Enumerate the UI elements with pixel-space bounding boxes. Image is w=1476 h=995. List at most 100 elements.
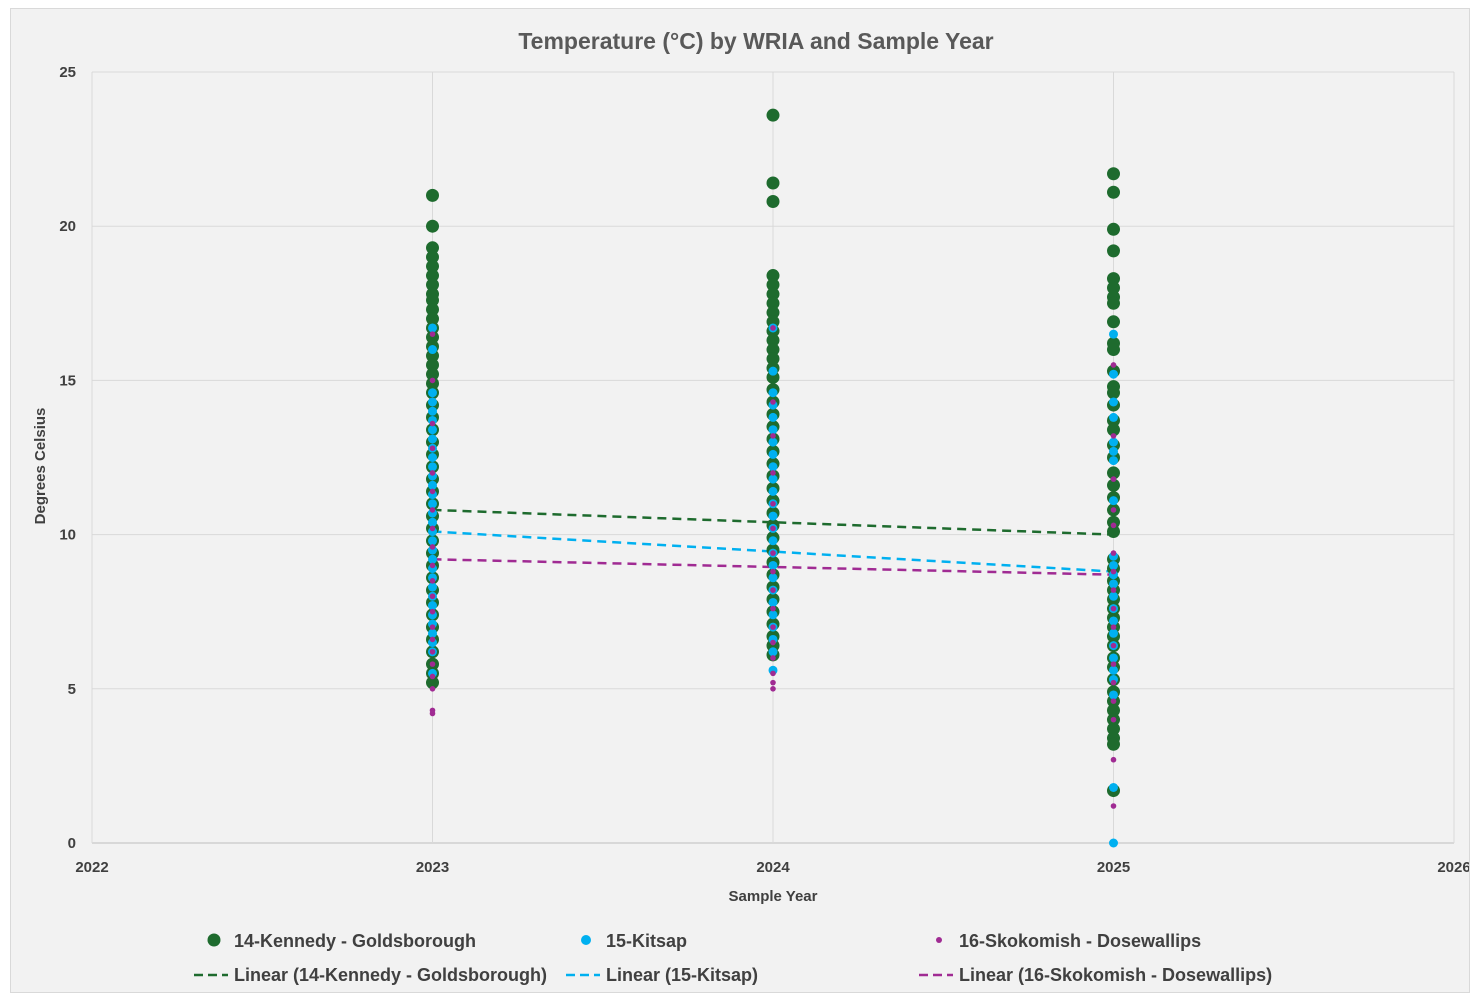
data-point xyxy=(428,434,437,444)
data-point xyxy=(766,195,780,209)
data-point xyxy=(768,474,778,484)
data-point xyxy=(1109,616,1118,626)
data-point xyxy=(1110,507,1117,513)
data-point xyxy=(1109,579,1118,589)
data-point xyxy=(1109,456,1118,466)
data-point xyxy=(1109,437,1118,447)
data-point xyxy=(770,655,776,661)
x-axis-label: Sample Year xyxy=(729,888,818,905)
data-point xyxy=(1110,679,1117,686)
data-point xyxy=(1107,244,1120,258)
data-points xyxy=(426,108,1120,848)
data-point xyxy=(1110,624,1117,630)
data-point xyxy=(1107,281,1120,295)
data-point xyxy=(1107,272,1120,286)
data-point xyxy=(426,312,439,326)
data-point xyxy=(429,648,436,655)
data-point xyxy=(426,241,439,255)
x-tick-label: 2024 xyxy=(756,859,790,876)
data-point xyxy=(428,345,437,355)
data-point xyxy=(426,269,439,283)
data-point xyxy=(429,420,436,427)
data-point xyxy=(770,605,776,612)
data-point xyxy=(766,343,780,357)
data-point xyxy=(766,269,780,283)
data-point xyxy=(766,352,780,366)
y-tick-label: 20 xyxy=(59,218,76,235)
data-point xyxy=(1110,550,1117,556)
data-point xyxy=(429,673,436,680)
data-point xyxy=(1109,369,1118,379)
scatter-chart: Temperature (°C) by WRIA and Sample Year… xyxy=(32,28,1469,985)
data-point xyxy=(1109,560,1118,570)
data-point xyxy=(768,486,778,496)
data-point xyxy=(1110,522,1117,529)
x-axis-ticks: 2022 2023 2024 2025 2026 xyxy=(75,859,1469,876)
data-point xyxy=(426,376,439,390)
data-point xyxy=(429,661,436,667)
data-point xyxy=(770,325,776,331)
data-point xyxy=(768,366,778,376)
data-point xyxy=(768,412,778,422)
data-point xyxy=(429,562,436,569)
data-point xyxy=(1109,329,1118,339)
data-point xyxy=(426,278,439,292)
data-point xyxy=(770,587,776,593)
data-point xyxy=(1110,605,1117,612)
data-point xyxy=(766,108,780,122)
data-point xyxy=(428,462,437,472)
data-point xyxy=(1110,642,1117,649)
data-point xyxy=(428,536,437,546)
data-point xyxy=(770,525,776,532)
data-point xyxy=(770,550,776,556)
data-point xyxy=(429,507,436,513)
data-point xyxy=(426,188,439,202)
y-axis-label: Degrees Celsius xyxy=(32,408,49,525)
data-point xyxy=(1107,703,1120,717)
data-point xyxy=(768,610,778,620)
series-points xyxy=(429,325,1117,809)
data-point xyxy=(1110,716,1117,723)
data-point xyxy=(1109,838,1118,848)
data-point xyxy=(1110,433,1117,439)
legend-label: Linear (14-Kennedy - Goldsborough) xyxy=(234,965,547,985)
data-point xyxy=(429,470,436,476)
data-point xyxy=(426,219,439,233)
data-point xyxy=(770,568,776,575)
data-point xyxy=(1110,476,1117,482)
data-point xyxy=(426,676,439,690)
data-point xyxy=(429,377,436,384)
data-point xyxy=(768,449,778,459)
legend-marker xyxy=(581,935,591,945)
data-point xyxy=(1109,653,1118,663)
data-point xyxy=(1110,803,1117,809)
data-point xyxy=(1109,397,1118,407)
data-point xyxy=(429,525,436,532)
data-point xyxy=(428,554,437,564)
data-point xyxy=(1109,690,1118,700)
data-point xyxy=(426,293,439,307)
data-point xyxy=(1107,315,1120,329)
x-tick-label: 2023 xyxy=(416,859,449,876)
data-point xyxy=(428,601,437,611)
legend-label: Linear (15-Kitsap) xyxy=(606,965,758,985)
data-point xyxy=(429,624,436,630)
data-point xyxy=(1109,446,1118,456)
legend-label: 16-Skokomish - Dosewallips xyxy=(959,931,1201,951)
data-point xyxy=(1107,343,1120,357)
data-point xyxy=(766,306,780,320)
data-point xyxy=(1107,525,1120,539)
legend: 14-Kennedy - Goldsborough 15-Kitsap 16-Sko… xyxy=(194,931,1272,985)
data-point xyxy=(770,470,776,476)
legend-marker xyxy=(207,933,221,947)
data-point xyxy=(768,597,778,607)
data-point xyxy=(768,647,778,657)
data-point xyxy=(770,686,776,692)
data-point xyxy=(426,367,439,381)
data-point xyxy=(770,399,776,405)
data-point xyxy=(1107,423,1120,437)
data-point xyxy=(770,679,776,686)
data-point xyxy=(426,330,439,344)
data-point xyxy=(766,296,780,310)
data-point xyxy=(429,488,436,495)
